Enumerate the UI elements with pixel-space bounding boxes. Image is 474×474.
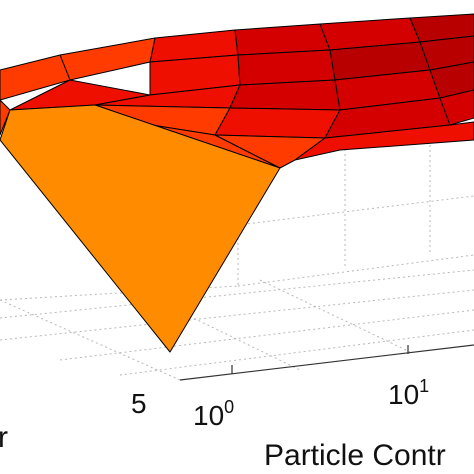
x-tick-0-exp: 0 [224, 397, 234, 417]
y-axis-title-fragment: r [0, 421, 8, 454]
axis-lines [179, 344, 474, 381]
grid-line [259, 279, 411, 353]
surface-patch [0, 99, 11, 136]
surface-patch [439, 89, 474, 126]
grid-line [237, 195, 474, 226]
x-axis-title: Particle Contr [264, 439, 446, 472]
grid-line [237, 254, 474, 287]
x-tick-0-base: 10 [193, 400, 224, 431]
surface-patch [429, 61, 474, 99]
x-tick-label-0: 100 [193, 397, 234, 431]
surface-patch [59, 37, 156, 81]
y-tick-label-0: 5 [131, 388, 147, 419]
surface-patch [229, 79, 341, 111]
x-tick-label-1: 101 [388, 376, 429, 410]
surface-patch [409, 13, 474, 43]
surface-patch [214, 107, 341, 139]
surface-patch [237, 49, 336, 86]
grid-line [0, 289, 474, 341]
x-tick-1-exp: 1 [419, 376, 429, 396]
grid-line [0, 269, 474, 319]
surface-patch [294, 121, 474, 161]
x-axis-line [179, 344, 474, 381]
surface-mesh [0, 13, 474, 353]
x-tick-1-base: 10 [388, 379, 419, 410]
surface-patch [0, 104, 281, 353]
surface-patch [419, 35, 474, 71]
